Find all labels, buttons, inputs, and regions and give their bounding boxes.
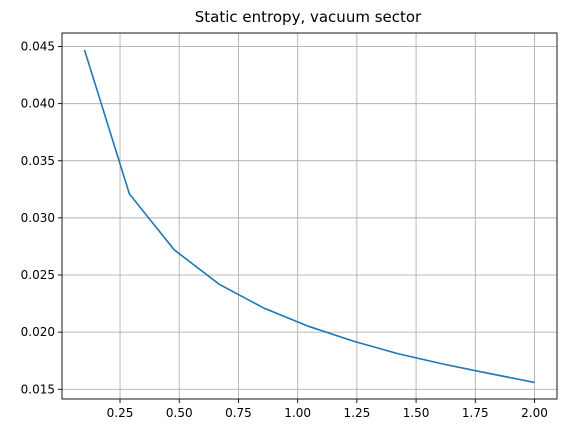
y-tick-label: 0.040	[21, 97, 55, 111]
y-tick-label: 0.030	[21, 211, 55, 225]
series-layer	[83, 49, 535, 384]
x-tick-label: 0.25	[107, 406, 134, 420]
x-tick-label: 0.50	[166, 406, 193, 420]
x-tick-label: 1.25	[344, 406, 371, 420]
x-tick-label: 1.00	[284, 406, 311, 420]
x-tick-label: 1.50	[403, 406, 430, 420]
y-tick-label: 0.045	[21, 39, 55, 53]
y-axis: 0.015 0.020 0.025 0.030 0.035 0.040 0.045	[21, 39, 62, 396]
y-tick-label: 0.035	[21, 154, 55, 168]
y-tick-label: 0.020	[21, 325, 55, 339]
x-axis: 0.25 0.50 0.75 1.00 1.25 1.50 1.75 2.00	[107, 399, 548, 420]
chart-title: Static entropy, vacuum sector	[195, 8, 422, 26]
plot-frame	[61, 32, 558, 400]
x-tick-label: 0.75	[225, 406, 252, 420]
y-tick-label: 0.025	[21, 268, 55, 282]
x-tick-label: 1.75	[462, 406, 489, 420]
grid	[62, 33, 557, 399]
y-tick-label: 0.015	[21, 382, 55, 396]
series-line	[83, 49, 535, 384]
x-tick-label: 2.00	[521, 406, 548, 420]
